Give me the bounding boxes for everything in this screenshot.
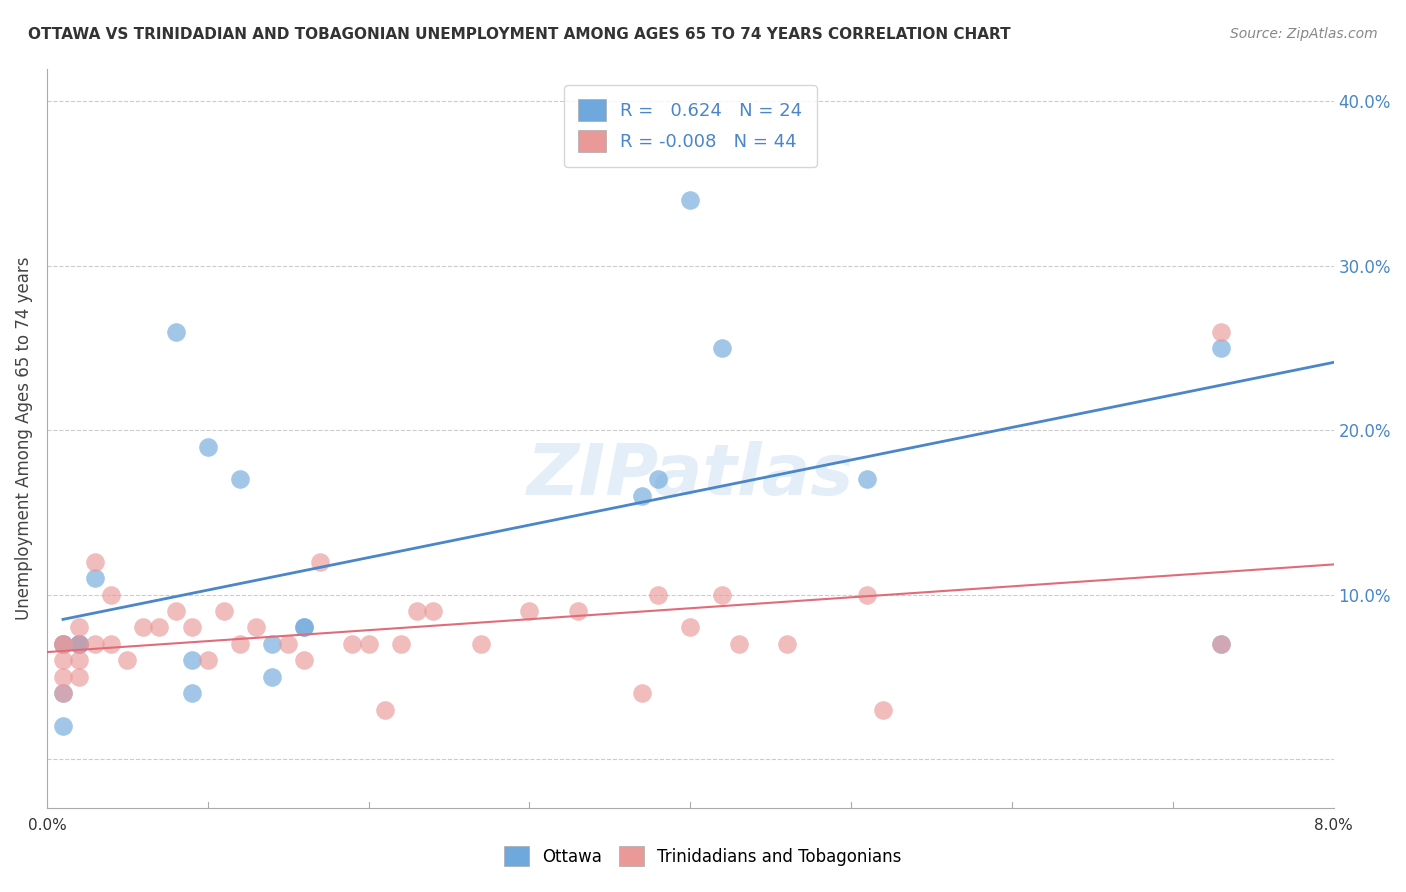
Point — [292, 620, 315, 634]
Point — [180, 686, 202, 700]
Point — [711, 341, 734, 355]
Point — [374, 703, 396, 717]
Text: Source: ZipAtlas.com: Source: ZipAtlas.com — [1230, 27, 1378, 41]
Point — [84, 555, 107, 569]
Point — [1209, 325, 1232, 339]
Point — [212, 604, 235, 618]
Point — [1209, 637, 1232, 651]
Point — [67, 637, 90, 651]
Point — [631, 489, 654, 503]
Point — [67, 670, 90, 684]
Legend: R =   0.624   N = 24, R = -0.008   N = 44: R = 0.624 N = 24, R = -0.008 N = 44 — [564, 85, 817, 167]
Point — [180, 653, 202, 667]
Point — [165, 325, 187, 339]
Point — [519, 604, 541, 618]
Point — [679, 193, 702, 207]
Point — [117, 653, 139, 667]
Point — [197, 653, 219, 667]
Point — [711, 588, 734, 602]
Point — [52, 686, 75, 700]
Point — [679, 620, 702, 634]
Text: OTTAWA VS TRINIDADIAN AND TOBAGONIAN UNEMPLOYMENT AMONG AGES 65 TO 74 YEARS CORR: OTTAWA VS TRINIDADIAN AND TOBAGONIAN UNE… — [28, 27, 1011, 42]
Point — [52, 637, 75, 651]
Point — [180, 620, 202, 634]
Point — [148, 620, 170, 634]
Point — [165, 604, 187, 618]
Point — [342, 637, 364, 651]
Point — [52, 637, 75, 651]
Point — [277, 637, 299, 651]
Point — [229, 637, 252, 651]
Point — [67, 637, 90, 651]
Point — [856, 588, 879, 602]
Point — [422, 604, 444, 618]
Point — [647, 473, 669, 487]
Point — [631, 686, 654, 700]
Point — [389, 637, 412, 651]
Text: 0.0%: 0.0% — [28, 818, 66, 833]
Point — [52, 686, 75, 700]
Point — [100, 637, 122, 651]
Point — [470, 637, 492, 651]
Y-axis label: Unemployment Among Ages 65 to 74 years: Unemployment Among Ages 65 to 74 years — [15, 257, 32, 620]
Point — [52, 653, 75, 667]
Point — [67, 653, 90, 667]
Point — [872, 703, 894, 717]
Point — [84, 571, 107, 585]
Point — [292, 620, 315, 634]
Point — [357, 637, 380, 651]
Text: ZIPatlas: ZIPatlas — [527, 441, 853, 510]
Point — [292, 653, 315, 667]
Point — [1209, 637, 1232, 651]
Point — [567, 604, 589, 618]
Point — [245, 620, 267, 634]
Point — [856, 473, 879, 487]
Point — [67, 620, 90, 634]
Point — [405, 604, 427, 618]
Point — [309, 555, 332, 569]
Point — [132, 620, 155, 634]
Point — [52, 670, 75, 684]
Point — [1209, 341, 1232, 355]
Point — [100, 588, 122, 602]
Point — [197, 440, 219, 454]
Point — [262, 637, 284, 651]
Point — [52, 719, 75, 733]
Point — [67, 637, 90, 651]
Legend: Ottawa, Trinidadians and Tobagonians: Ottawa, Trinidadians and Tobagonians — [496, 838, 910, 875]
Point — [84, 637, 107, 651]
Point — [52, 637, 75, 651]
Point — [262, 670, 284, 684]
Point — [727, 637, 749, 651]
Point — [229, 473, 252, 487]
Point — [776, 637, 799, 651]
Point — [67, 637, 90, 651]
Point — [52, 637, 75, 651]
Point — [647, 588, 669, 602]
Text: 8.0%: 8.0% — [1315, 818, 1353, 833]
